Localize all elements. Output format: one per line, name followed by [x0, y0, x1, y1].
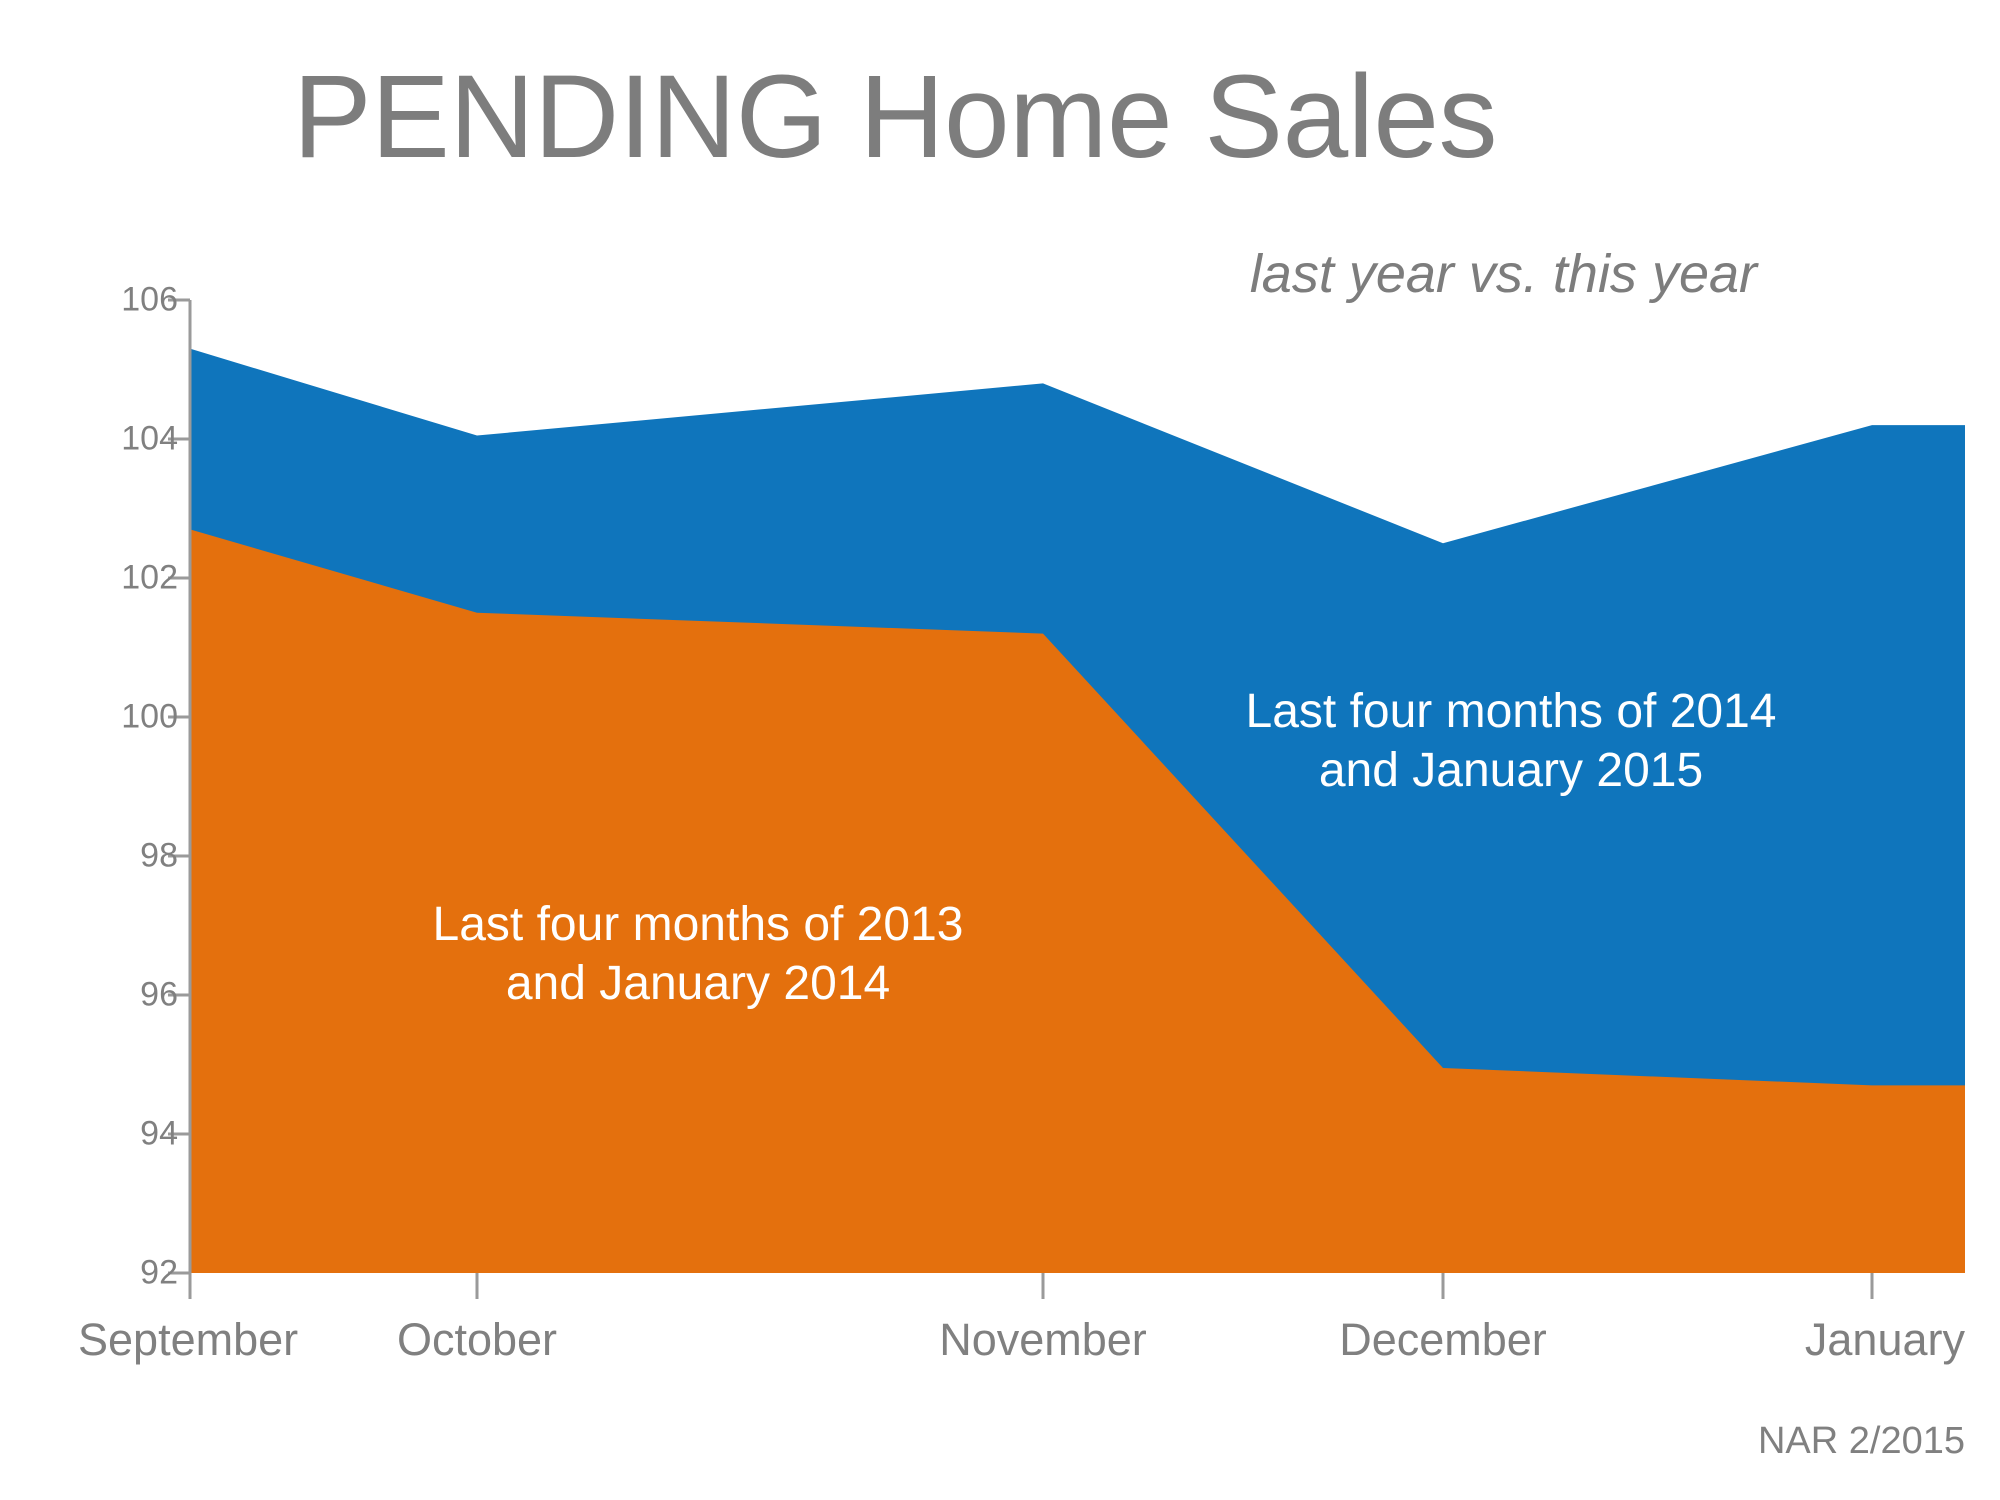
chart-subtitle: last year vs. this year [1249, 244, 1757, 304]
y-tick-label: 98 [140, 836, 178, 875]
x-tick-label: September [78, 1314, 299, 1365]
x-tick-label: November [939, 1314, 1147, 1365]
x-axis-ticks [188, 1273, 1874, 1299]
y-tick-label: 100 [121, 697, 178, 736]
y-tick-label: 96 [140, 975, 178, 1014]
x-tick-label: January [1804, 1314, 1965, 1365]
source-note: NAR 2/2015 [1757, 1420, 1965, 1462]
y-axis-ticks [168, 298, 190, 1275]
y-tick-label: 106 [121, 280, 178, 319]
series-orange-area [190, 529, 1965, 1273]
y-tick-label: 104 [121, 419, 178, 458]
y-tick-label: 102 [121, 558, 178, 597]
y-tick-label: 94 [140, 1114, 178, 1153]
y-tick-label: 92 [140, 1253, 178, 1292]
y-axis-labels: 106 104 102 100 98 96 94 92 [90, 0, 178, 1500]
x-axis-labels: September October November December January [0, 1314, 2000, 1378]
x-tick-label: October [396, 1314, 558, 1365]
x-tick-label: December [1339, 1314, 1547, 1365]
